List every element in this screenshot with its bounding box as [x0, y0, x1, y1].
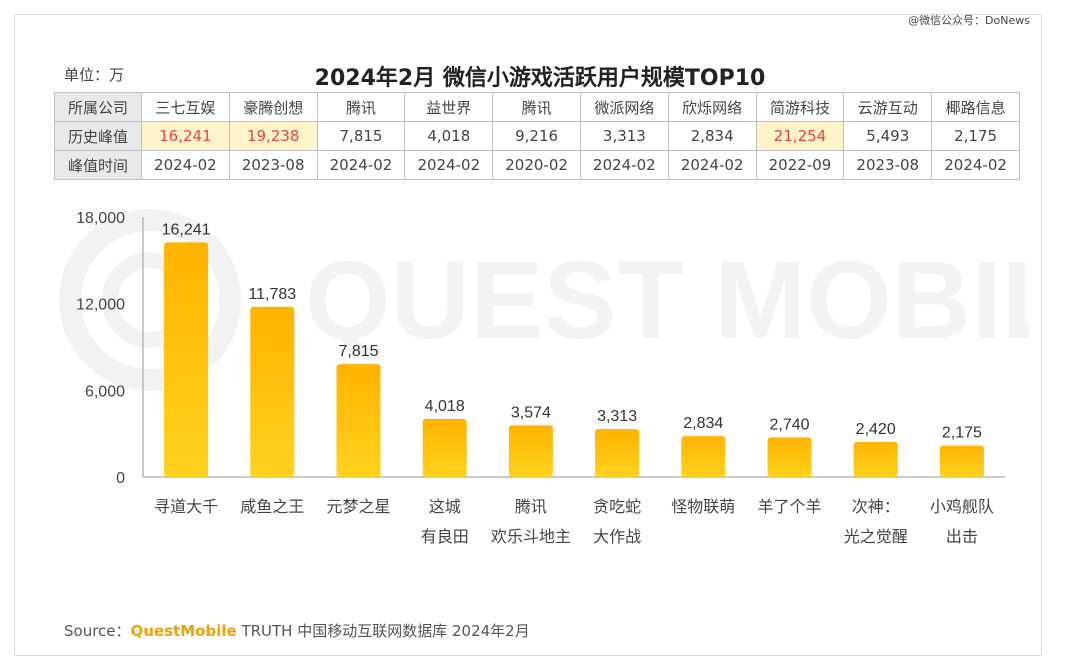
bar-value-label: 3,574: [511, 404, 551, 421]
x-category-label: 欢乐斗地主: [491, 527, 571, 546]
x-category-label: 出击: [946, 527, 978, 546]
company-cell: 豪腾创想: [228, 92, 318, 122]
company-cell: 腾讯: [492, 92, 581, 122]
bar: [595, 429, 640, 477]
x-category-label: 寻道大千: [154, 497, 218, 516]
peak-time-cell: 2023-08: [228, 150, 318, 180]
questmobile-watermark: QUEST MOBILE: [59, 209, 1030, 391]
source-suffix: TRUTH 中国移动互联网数据库 2024年2月: [236, 622, 530, 640]
x-category-label: 怪物联萌: [671, 497, 735, 516]
bar-value-label: 2,175: [942, 425, 982, 442]
table-row: 峰值时间 2024-02 2023-08 2024-02 2024-02 2020-02 2…: [54, 150, 1020, 180]
source-note: Source：QuestMobile TRUTH 中国移动互联网数据库 2024…: [64, 620, 530, 641]
bar: [767, 437, 812, 477]
bar-value-label: 7,815: [338, 343, 378, 360]
bar: [164, 242, 209, 477]
peak-time-cell: 2024-02: [141, 150, 230, 180]
row-header: 所属公司: [54, 92, 142, 122]
x-category-label: 小鸡舰队: [930, 497, 994, 516]
svg-text:QUEST MOBILE: QUEST MOBILE: [305, 239, 1030, 362]
peak-cell: 7,815: [316, 121, 406, 151]
peak-time-cell: 2023-08: [843, 150, 933, 180]
x-category-label: 有良田: [421, 527, 469, 546]
peak-time-cell: 2024-02: [579, 150, 669, 180]
peak-cell: 3,313: [579, 121, 669, 151]
peak-cell: 21,254: [755, 121, 845, 151]
bar-value-label: 4,018: [425, 398, 465, 415]
y-tick-label: 12,000: [76, 297, 125, 314]
bar: [250, 306, 295, 477]
peak-time-cell: 2024-02: [316, 150, 406, 180]
x-category-label: 腾讯: [515, 497, 547, 516]
peak-cell: 2,834: [667, 121, 757, 151]
x-category-label: 贪吃蛇: [593, 497, 641, 516]
source-prefix: Source：: [64, 622, 131, 640]
company-info-table: 所属公司 三七互娱 豪腾创想 腾讯 益世界 腾讯 微派网络 欣烁网络 简游科技 云游互动 椰路信息历…: [54, 92, 1020, 180]
peak-cell: 16,241: [141, 121, 230, 151]
peak-cell: 5,493: [843, 121, 933, 151]
bar-value-label: 2,420: [856, 421, 896, 438]
company-cell: 益世界: [404, 92, 494, 122]
x-category-label: 大作战: [593, 527, 641, 546]
bar: [508, 425, 553, 477]
bar-value-label: 2,834: [683, 415, 723, 432]
source-brand: QuestMobile: [130, 622, 237, 640]
peak-time-cell: 2024-02: [667, 150, 757, 180]
bar-value-label: 11,783: [248, 286, 296, 303]
x-category-label: 这城: [429, 497, 461, 516]
row-header: 历史峰值: [54, 121, 142, 151]
wechat-account-tag: @微信公众号：DoNews: [908, 14, 1030, 27]
y-tick-label: 18,000: [76, 210, 125, 227]
x-category-label: 次神：: [852, 497, 900, 516]
unit-label: 单位：万: [64, 66, 125, 84]
bar: [939, 445, 984, 477]
table-row: 所属公司 三七互娱 豪腾创想 腾讯 益世界 腾讯 微派网络 欣烁网络 简游科技 云游互动 椰路信息: [54, 92, 1020, 122]
peak-time-cell: 2024-02: [931, 150, 1020, 180]
x-category-label: 元梦之星: [326, 497, 390, 516]
x-category-label: 光之觉醒: [844, 527, 908, 546]
bar-value-label: 3,313: [597, 408, 637, 425]
peak-cell: 19,238: [228, 121, 318, 151]
bar: [336, 364, 381, 477]
peak-cell: 9,216: [492, 121, 581, 151]
peak-time-cell: 2020-02: [492, 150, 581, 180]
company-cell: 椰路信息: [931, 92, 1020, 122]
y-tick-label: 0: [116, 470, 125, 487]
row-header: 峰值时间: [54, 150, 142, 180]
y-tick-label: 6,000: [85, 383, 125, 400]
bar: [681, 436, 726, 477]
x-category-label: 羊了个羊: [757, 497, 821, 516]
bar: [422, 418, 467, 477]
company-cell: 云游互动: [843, 92, 933, 122]
bar-chart: 0 6,000 12,000 18,000 16,241 寻道大千 11,783 咸鱼之王 7,…: [76, 210, 1005, 546]
chart-title: 2024年2月 微信小游戏活跃用户规模TOP10: [314, 66, 766, 91]
bar-value-label: 16,241: [162, 221, 211, 238]
x-category-label: 咸鱼之王: [240, 497, 304, 516]
company-cell: 欣烁网络: [667, 92, 757, 122]
bar-value-label: 2,740: [769, 416, 809, 433]
bar: [853, 442, 898, 477]
